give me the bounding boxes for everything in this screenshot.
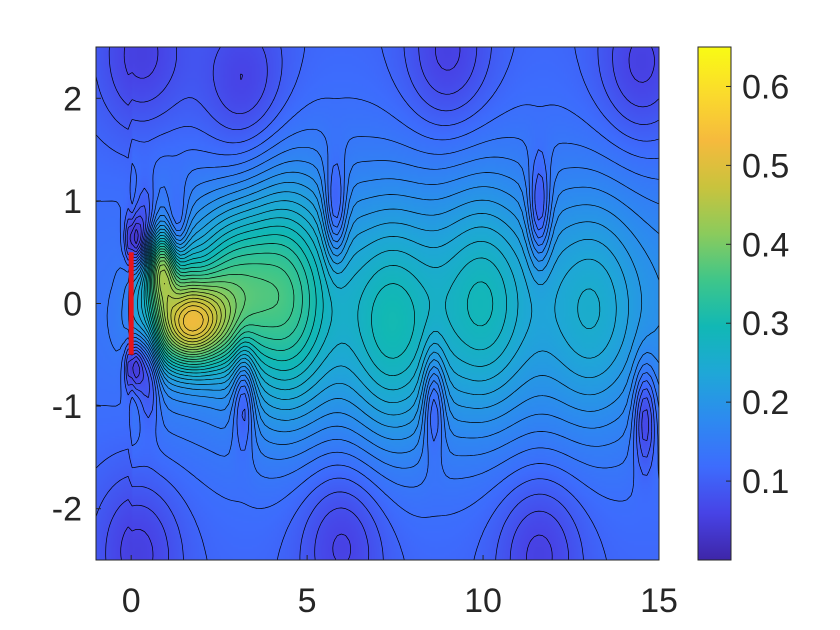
x-tick-label: 0 <box>122 582 141 620</box>
colorbar-tick-label: 0.5 <box>742 147 789 185</box>
y-tick-label: -2 <box>52 491 82 529</box>
x-tick-label: 15 <box>640 582 678 620</box>
y-tick-label: 1 <box>63 183 82 221</box>
colorbar-tick-label: 0.6 <box>742 68 789 106</box>
colorbar-tick-label: 0.3 <box>742 305 789 343</box>
colorbar-tick-label: 0.1 <box>742 463 789 501</box>
x-axis: 0 5 10 15 <box>122 555 678 620</box>
plot-area <box>95 46 660 561</box>
colorbar-tick-label: 0.2 <box>742 384 789 422</box>
colorbar: 0.1 0.2 0.3 0.4 0.5 0.6 <box>697 46 789 561</box>
velocity-field-heatmap <box>96 47 659 560</box>
x-tick-label: 10 <box>464 582 502 620</box>
contour-path <box>96 47 659 560</box>
y-tick-label: -1 <box>52 388 82 426</box>
x-tick-label: 5 <box>298 582 317 620</box>
contour-lines <box>96 47 659 560</box>
colorbar-bar <box>697 46 732 561</box>
y-axis: 2 1 0 -1 -2 <box>52 80 101 529</box>
colorbar-tick-label: 0.4 <box>742 226 789 264</box>
colorbar-ticks: 0.1 0.2 0.3 0.4 0.5 0.6 <box>726 68 789 501</box>
y-tick-label: 2 <box>63 80 82 118</box>
y-tick-label: 0 <box>63 286 82 324</box>
